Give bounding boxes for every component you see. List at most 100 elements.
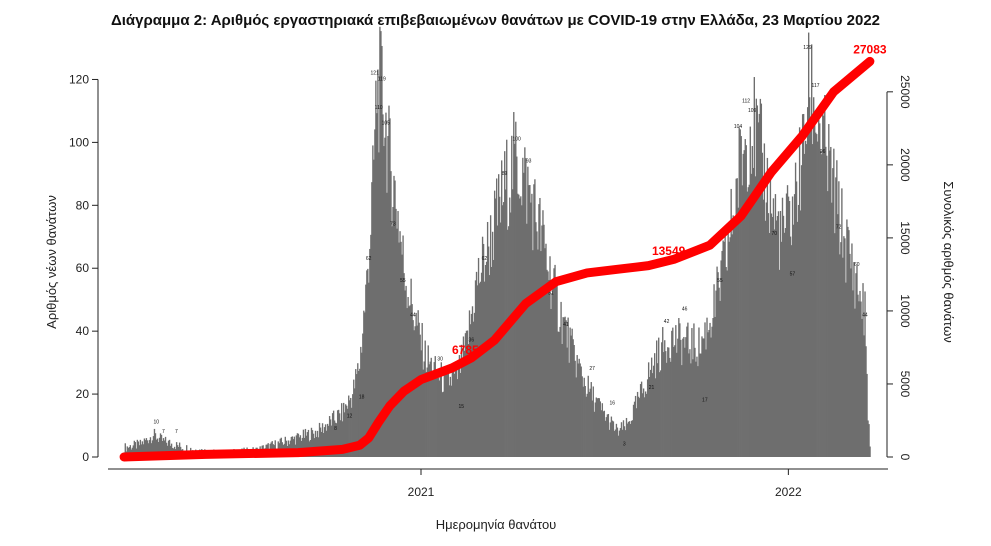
x-axis-title: Ημερομηνία θανάτου xyxy=(436,517,557,532)
daily-death-bar xyxy=(532,250,534,457)
daily-death-bar xyxy=(499,196,501,457)
daily-death-bar xyxy=(149,437,152,457)
daily-death-bar xyxy=(572,339,574,457)
daily-death-bar xyxy=(723,241,725,457)
daily-death-bar xyxy=(793,194,796,458)
daily-death-bar xyxy=(638,398,641,457)
daily-death-bar xyxy=(473,312,476,457)
daily-death-bar xyxy=(618,430,621,457)
daily-death-bar xyxy=(785,193,788,457)
daily-death-bar xyxy=(428,364,430,457)
daily-death-bar xyxy=(802,113,805,457)
daily-death-bar xyxy=(331,413,334,457)
daily-death-bar xyxy=(348,395,350,457)
daily-death-bar xyxy=(775,220,778,457)
daily-death-bar xyxy=(689,349,691,457)
daily-death-bar xyxy=(784,228,787,457)
y-tick-label: 100 xyxy=(69,135,89,149)
daily-death-bar xyxy=(563,317,565,457)
daily-death-bar xyxy=(342,421,344,457)
daily-death-bar xyxy=(634,395,637,457)
daily-death-bar xyxy=(445,370,448,457)
daily-death-bar xyxy=(717,272,719,457)
daily-death-bar xyxy=(374,129,376,457)
daily-death-bar xyxy=(766,157,769,457)
daily-death-bar xyxy=(590,382,592,457)
daily-death-bar xyxy=(139,439,142,457)
daily-death-bar xyxy=(824,95,826,457)
bar-value-label: 15 xyxy=(458,404,464,410)
daily-death-bar xyxy=(818,118,820,457)
bar-value-label: 100 xyxy=(512,136,521,142)
daily-death-bar xyxy=(472,321,475,457)
daily-death-bar xyxy=(606,414,609,457)
daily-death-bar xyxy=(857,294,859,457)
bar-value-label: 72 xyxy=(836,224,842,230)
daily-death-bar xyxy=(672,327,674,457)
daily-death-bar xyxy=(326,423,329,457)
bar-value-label: 44 xyxy=(410,313,416,319)
daily-death-bar xyxy=(861,318,863,457)
daily-death-bar xyxy=(400,241,402,457)
daily-death-bar xyxy=(710,337,712,457)
daily-death-bar xyxy=(383,146,385,458)
daily-death-bar xyxy=(668,347,670,457)
daily-death-bar xyxy=(850,268,852,457)
daily-death-bar xyxy=(552,279,554,457)
daily-death-bar xyxy=(846,219,848,457)
daily-death-bar xyxy=(651,373,654,457)
cumulative-line-layer xyxy=(119,56,875,462)
daily-death-bar xyxy=(140,444,143,457)
daily-death-bar xyxy=(520,196,522,457)
daily-death-bar xyxy=(684,347,686,457)
daily-death-bar xyxy=(295,435,298,457)
bar-value-label: 41 xyxy=(563,322,569,328)
daily-death-bar xyxy=(843,236,845,457)
daily-death-bar xyxy=(545,243,547,457)
daily-death-bar xyxy=(859,290,861,457)
daily-death-bar xyxy=(385,112,387,457)
daily-death-bar xyxy=(725,267,727,457)
daily-death-bar xyxy=(662,327,664,457)
daily-death-bar xyxy=(635,408,638,457)
bar-value-label: 10 xyxy=(154,420,160,426)
daily-death-bar xyxy=(697,366,699,457)
daily-death-bar xyxy=(557,331,559,457)
daily-death-bar xyxy=(153,428,156,457)
daily-death-bar xyxy=(168,439,171,457)
daily-death-bar xyxy=(470,313,473,457)
daily-death-bar xyxy=(806,107,809,457)
daily-death-bar xyxy=(711,326,713,457)
daily-death-bar xyxy=(413,330,415,457)
daily-death-bar xyxy=(682,338,684,457)
daily-death-bar xyxy=(442,391,445,457)
daily-death-bar xyxy=(349,400,351,457)
y-axis-title: Αριθμός νέων θανάτων xyxy=(44,195,59,329)
daily-death-bar xyxy=(692,359,694,457)
daily-death-bar xyxy=(728,241,730,457)
daily-death-bar xyxy=(683,336,685,457)
daily-death-bar xyxy=(162,438,165,457)
daily-death-bar xyxy=(661,342,663,457)
daily-death-bar xyxy=(430,357,432,457)
daily-death-bar xyxy=(643,397,646,457)
daily-death-bar xyxy=(292,439,295,457)
daily-death-bar xyxy=(580,366,582,457)
daily-death-bar xyxy=(501,160,503,457)
daily-death-bar xyxy=(510,212,512,457)
daily-death-bar xyxy=(324,424,327,457)
daily-death-bar xyxy=(587,375,589,457)
daily-death-bar xyxy=(551,292,553,457)
daily-death-bar xyxy=(297,433,300,457)
daily-death-bar xyxy=(561,343,563,457)
daily-death-bar xyxy=(517,193,519,457)
daily-death-bar xyxy=(165,442,168,457)
daily-death-bar xyxy=(776,216,779,457)
bar-value-label: 121 xyxy=(371,70,380,76)
daily-death-bar xyxy=(622,420,625,457)
daily-death-bar xyxy=(515,121,517,458)
daily-death-bar xyxy=(406,308,408,457)
daily-death-bar xyxy=(511,135,513,457)
daily-death-bar xyxy=(720,260,722,457)
daily-death-bar xyxy=(812,144,814,457)
